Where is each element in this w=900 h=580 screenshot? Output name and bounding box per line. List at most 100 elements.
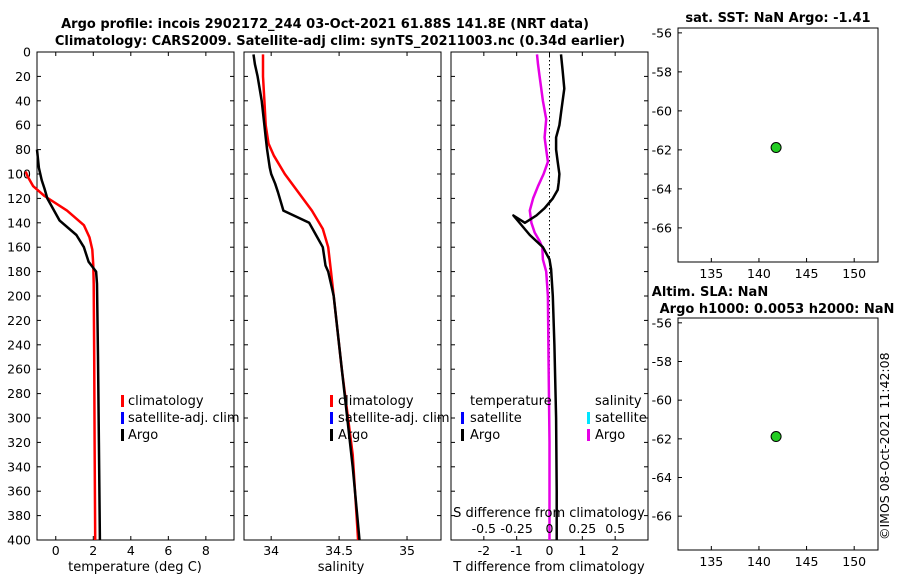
map-y-tick-label: -64: [652, 181, 672, 196]
map-y-tick-label: -58: [652, 354, 672, 369]
map-x-tick-label: 140: [747, 266, 771, 281]
x-tick-label: 0: [546, 543, 554, 558]
legend-swatch-satellite: [330, 412, 333, 424]
legend-label-s-satellite: satellite: [595, 411, 647, 426]
legend-swatch-argo: [330, 429, 333, 441]
legend-swatch-s-satellite: [587, 412, 590, 424]
legend-label-satellite: satellite-adj. clim: [338, 411, 450, 426]
depth-tick-label: 300: [7, 411, 31, 426]
depth-tick-label: 400: [7, 533, 31, 548]
x-tick-label: -1: [510, 543, 522, 558]
x-tick-label: 6: [164, 543, 172, 558]
salinity-difference-argo-line: [528, 54, 551, 540]
s-diff-tick-label: -0.25: [500, 521, 532, 536]
temperature-x-label: temperature (deg C): [68, 560, 202, 575]
map-x-tick-label: 150: [842, 554, 866, 569]
x-tick-label: 2: [611, 543, 619, 558]
map-x-tick-label: 135: [699, 554, 723, 569]
figure-title-line2: Climatology: CARS2009. Satellite-adj cli…: [55, 34, 625, 49]
salinity-panel: 34 34.5 35 salinity climatology satellite-…: [243, 51, 450, 575]
sla-map-title-line2: Argo h1000: 0.0053 h2000: NaN: [660, 302, 895, 317]
depth-tick-label: 100: [7, 167, 31, 182]
temperature-climatology-line: [24, 171, 97, 541]
x-tick-label: 35: [399, 543, 415, 558]
s-diff-tick-label: 0: [546, 521, 554, 536]
t-difference-label: T difference from climatology: [452, 560, 645, 575]
legend-swatch-t-argo: [461, 429, 464, 441]
depth-tick-label: 280: [7, 386, 31, 401]
map-y-tick-label: -64: [652, 470, 672, 485]
legend-label-argo: Argo: [128, 428, 158, 443]
legend-title-salinity: salinity: [595, 394, 642, 409]
depth-tick-label: 220: [7, 313, 31, 328]
x-tick-label: 8: [202, 543, 210, 558]
temperature-legend: climatology satellite-adj. clim Argo: [121, 394, 240, 443]
salinity-climatology-line: [261, 54, 360, 541]
s-diff-tick-label: -0.5: [472, 521, 496, 536]
legend-label-argo: Argo: [338, 428, 368, 443]
map-y-tick-label: -58: [652, 64, 672, 79]
legend-swatch-s-argo: [587, 429, 590, 441]
legend-swatch-satellite: [121, 412, 124, 424]
map-x-tick-label: 145: [795, 266, 819, 281]
legend-label-t-argo: Argo: [470, 428, 500, 443]
temperature-argo-line: [35, 149, 102, 541]
map-x-tick-label: 150: [842, 266, 866, 281]
map-x-tick-label: 145: [795, 554, 819, 569]
depth-tick-label: 140: [7, 215, 31, 230]
depth-tick-label: 180: [7, 264, 31, 279]
legend-label-satellite: satellite-adj. clim: [128, 411, 240, 426]
temperature-diff-legend: temperature satellite Argo: [461, 394, 552, 443]
map-y-tick-label: -62: [652, 431, 672, 446]
depth-tick-label: 60: [15, 118, 31, 133]
temperature-axes-frame: [36, 51, 235, 541]
depth-tick-label: 200: [7, 289, 31, 304]
depth-tick-label: 360: [7, 484, 31, 499]
depth-tick-label: 380: [7, 508, 31, 523]
s-diff-tick-label: 0.5: [605, 521, 625, 536]
sst-map-title: sat. SST: NaN Argo: -1.41: [685, 11, 870, 26]
legend-title-temperature: temperature: [470, 394, 552, 409]
map-y-tick-label: -66: [652, 509, 672, 524]
map-x-tick-label: 135: [699, 266, 723, 281]
depth-tick-label: 240: [7, 337, 31, 352]
legend-swatch-climatology: [121, 395, 124, 407]
map-y-tick-label: -62: [652, 142, 672, 157]
map-y-tick-label: -56: [652, 315, 672, 330]
depth-tick-label: 160: [7, 240, 31, 255]
depth-tick-label: 0: [23, 45, 31, 60]
depth-tick-label: 120: [7, 191, 31, 206]
s-diff-tick-label: 0.25: [568, 521, 596, 536]
legend-label-t-satellite: satellite: [470, 411, 522, 426]
x-tick-label: 34.5: [325, 543, 353, 558]
sst-map-frame: [677, 27, 879, 263]
depth-tick-label: 260: [7, 362, 31, 377]
salinity-axes-frame: [243, 51, 442, 541]
depth-tick-label: 320: [7, 435, 31, 450]
s-difference-label: S difference from climatology: [453, 506, 645, 521]
x-tick-label: 2: [89, 543, 97, 558]
legend-label-climatology: climatology: [338, 394, 414, 409]
salinity-diff-legend: salinity satellite Argo: [587, 394, 647, 443]
x-tick-label: 0: [52, 543, 60, 558]
legend-label-climatology: climatology: [128, 394, 204, 409]
x-tick-label: 34: [263, 543, 279, 558]
salinity-x-label: salinity: [318, 560, 365, 575]
depth-tick-label: 20: [15, 69, 31, 84]
map-y-tick-label: -66: [652, 220, 672, 235]
x-tick-label: -2: [478, 543, 490, 558]
figure-title-line1: Argo profile: incois 2902172_244 03-Oct-…: [61, 17, 589, 32]
sla-map-panel: Altim. SLA: NaN Argo h1000: 0.0053 h2000…: [652, 285, 895, 569]
map-y-tick-label: -56: [652, 25, 672, 40]
legend-swatch-t-satellite: [461, 412, 464, 424]
legend-swatch-argo: [121, 429, 124, 441]
difference-panel: -2 -1 0 1 2 S difference from climatology -0…: [450, 51, 649, 575]
depth-tick-label: 80: [15, 142, 31, 157]
depth-tick-label: 340: [7, 459, 31, 474]
argo-location-marker: [770, 431, 782, 443]
salinity-argo-line: [252, 54, 361, 541]
imos-watermark: ©IMOS 08-Oct-2021 11:42:08: [877, 352, 892, 540]
depth-tick-label: 40: [15, 93, 31, 108]
map-y-tick-label: -60: [652, 103, 672, 118]
